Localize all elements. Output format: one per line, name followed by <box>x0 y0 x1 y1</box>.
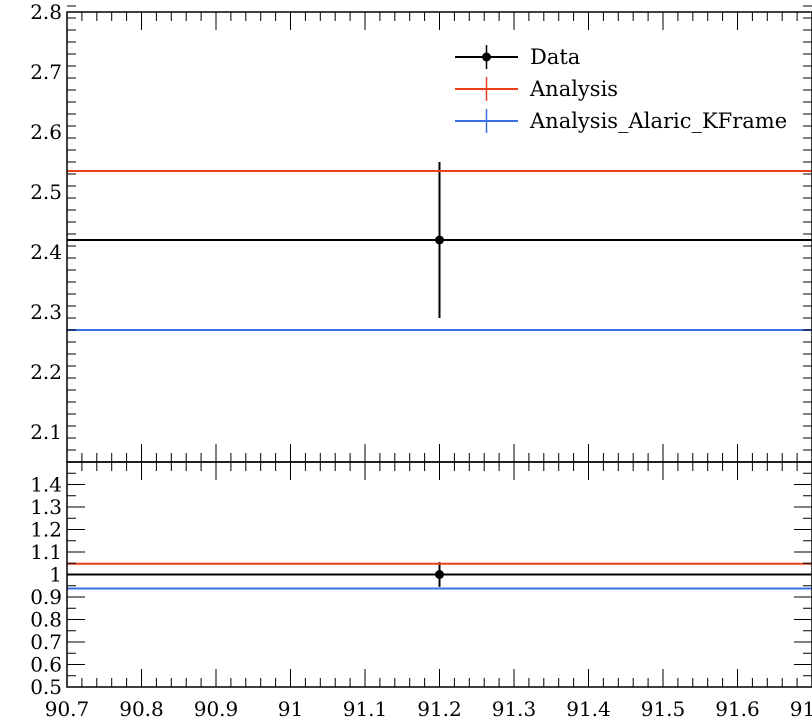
xtick-label: 91.1 <box>343 697 388 721</box>
legend-label: Analysis <box>529 77 618 101</box>
ratio-ytick-label: 0.7 <box>30 630 62 654</box>
main-ytick-label: 2.7 <box>30 60 62 84</box>
ratio-ytick-label: 1.3 <box>30 495 62 519</box>
xtick-label: 91.5 <box>641 697 686 721</box>
ratio-ytick-label: 0.9 <box>30 585 62 609</box>
main-panel-series <box>67 162 812 331</box>
ratio-ytick-label: 1 <box>49 563 62 587</box>
ratio-panel-series <box>67 562 812 590</box>
ratio-ytick-label: 0.5 <box>30 675 62 699</box>
ratio-ytick-label: 1.4 <box>30 473 62 497</box>
ratio-ytick-label: 1.2 <box>30 518 62 542</box>
legend: Data Analysis Analysis_Alaric_KFrame <box>455 45 787 133</box>
ratio-ytick-label: 0.8 <box>30 608 62 632</box>
legend-swatch-marker <box>482 52 491 62</box>
main-ytick-label: 2.2 <box>30 360 62 384</box>
xtick-label: 91.6 <box>715 697 760 721</box>
ratio-ytick-label: 0.6 <box>30 653 62 677</box>
main-ytick-label: 2.3 <box>30 300 62 324</box>
xtick-label: 91 <box>278 697 303 721</box>
main-ytick-label: 2.4 <box>30 240 62 264</box>
main-ytick-label: 2.5 <box>30 180 62 204</box>
xtick-label: 90.8 <box>119 697 164 721</box>
main-ytick-label: 2.6 <box>30 120 62 144</box>
xtick-label: 91.7 <box>790 697 812 721</box>
ratio-ytick-label: 1.1 <box>30 540 62 564</box>
legend-label: Data <box>530 45 580 69</box>
xtick-label: 91.3 <box>492 697 537 721</box>
xtick-label: 90.9 <box>194 697 239 721</box>
main-ytick-label: 2.8 <box>30 0 62 24</box>
main-ytick-label: 2.1 <box>30 420 62 444</box>
xtick-label: 91.4 <box>566 697 611 721</box>
legend-label: Analysis_Alaric_KFrame <box>529 109 787 133</box>
xtick-label: 91.2 <box>417 697 462 721</box>
xtick-label: 90.7 <box>45 697 90 721</box>
